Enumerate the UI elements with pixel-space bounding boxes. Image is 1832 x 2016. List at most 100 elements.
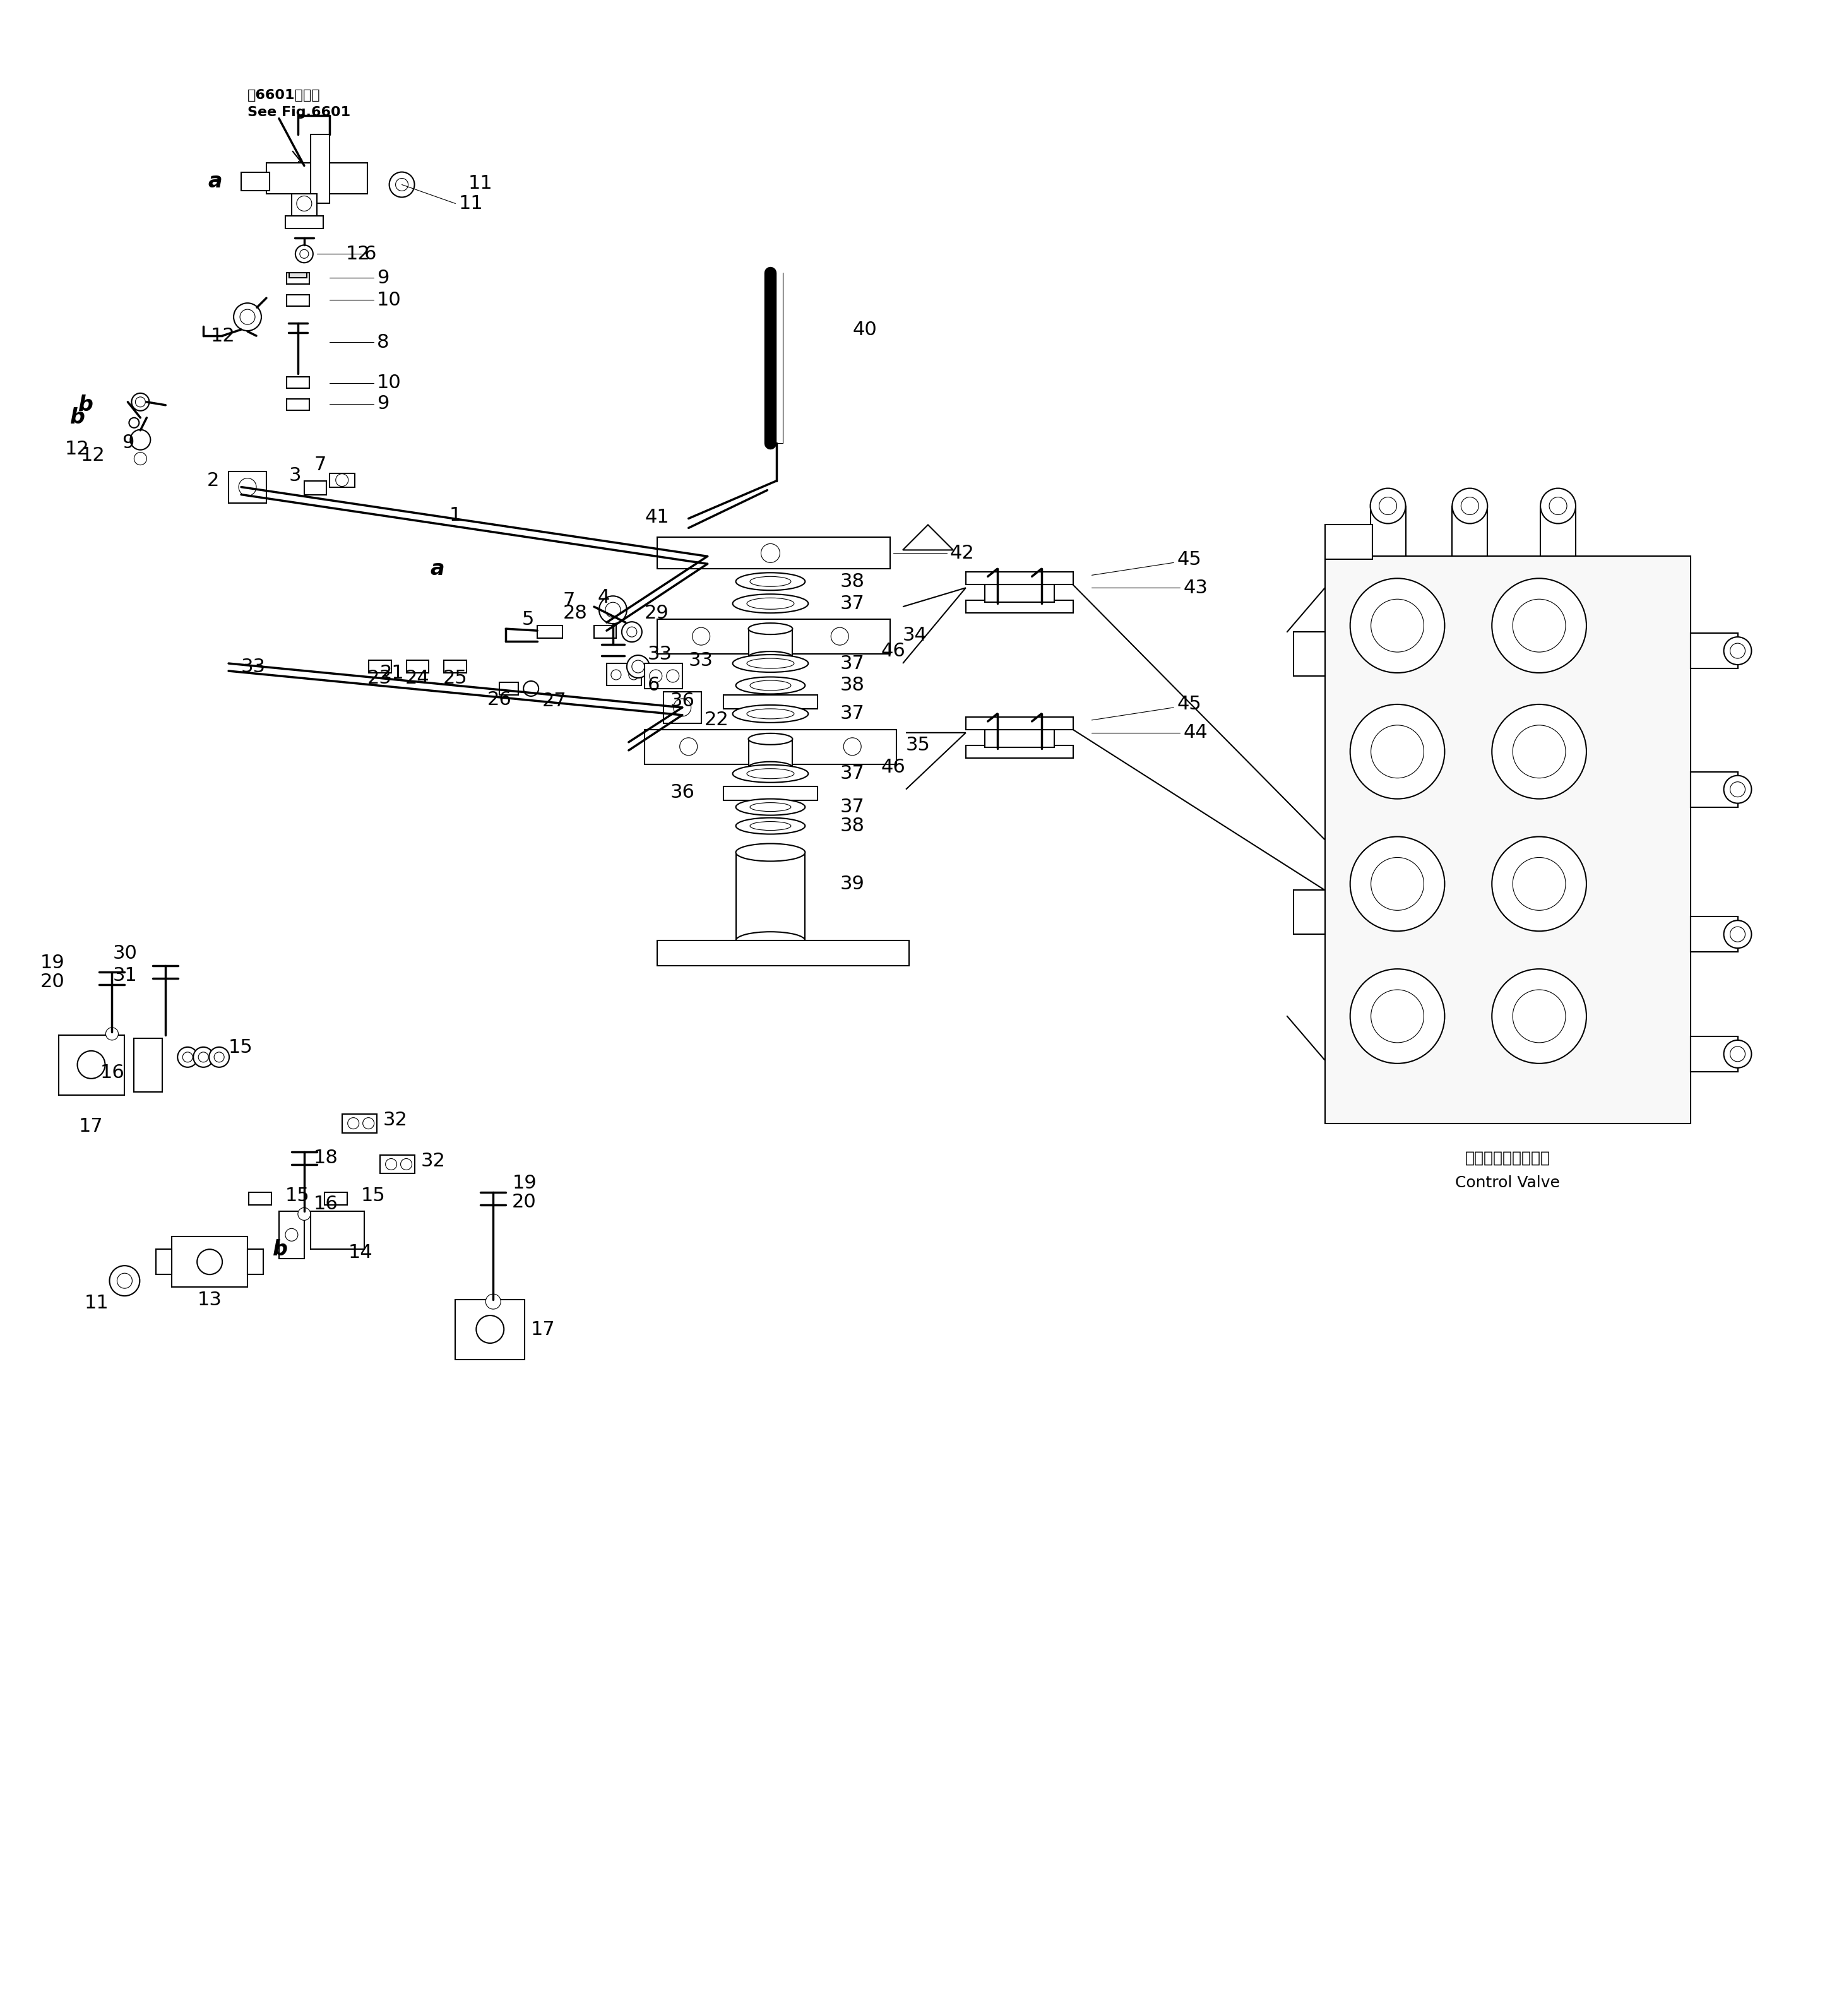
Circle shape (1370, 990, 1423, 1042)
Bar (304, 480, 326, 494)
Circle shape (335, 474, 348, 486)
Text: 15: 15 (286, 1187, 310, 1206)
Text: 11: 11 (467, 173, 493, 192)
Bar (156, 1250, 172, 1274)
Text: 32: 32 (421, 1151, 445, 1169)
Circle shape (178, 1046, 198, 1066)
Text: 43: 43 (1183, 579, 1207, 597)
Text: 22: 22 (703, 712, 729, 730)
Circle shape (627, 655, 650, 677)
Bar (1325, 524, 1372, 560)
Text: 38: 38 (839, 816, 865, 835)
Text: 37: 37 (839, 655, 865, 673)
Circle shape (621, 621, 641, 641)
Bar (645, 730, 896, 764)
Ellipse shape (736, 677, 804, 694)
Text: 17: 17 (79, 1117, 103, 1135)
Bar (1691, 1036, 1737, 1073)
Circle shape (1724, 776, 1751, 802)
Bar (965, 718, 1074, 730)
Text: 16: 16 (101, 1064, 125, 1083)
Ellipse shape (749, 577, 791, 587)
Circle shape (1370, 488, 1405, 524)
Circle shape (1724, 637, 1751, 665)
Circle shape (1370, 857, 1423, 911)
Ellipse shape (749, 623, 793, 635)
Circle shape (650, 669, 661, 681)
Text: 37: 37 (839, 798, 865, 816)
Circle shape (476, 1314, 504, 1343)
Circle shape (198, 1250, 222, 1274)
Circle shape (1513, 857, 1566, 911)
Circle shape (524, 681, 539, 696)
Text: 42: 42 (951, 544, 975, 562)
Bar (749, 629, 793, 657)
Circle shape (1729, 643, 1746, 659)
Circle shape (128, 417, 139, 427)
Text: 33: 33 (647, 645, 672, 663)
Circle shape (1541, 488, 1576, 524)
Bar (1691, 633, 1737, 669)
Circle shape (1513, 726, 1566, 778)
Circle shape (599, 597, 627, 623)
Bar (289, 272, 306, 278)
Ellipse shape (736, 818, 804, 835)
Bar (606, 663, 641, 685)
Circle shape (136, 397, 145, 407)
Text: 9: 9 (377, 395, 388, 413)
Text: 18: 18 (313, 1149, 339, 1167)
Ellipse shape (747, 599, 793, 609)
Circle shape (388, 171, 414, 198)
Text: 30: 30 (114, 943, 137, 962)
Text: 44: 44 (1183, 724, 1207, 742)
Text: b: b (273, 1240, 288, 1260)
Text: 11: 11 (458, 194, 484, 212)
Ellipse shape (747, 710, 793, 720)
Ellipse shape (749, 802, 791, 812)
Text: 15: 15 (229, 1038, 253, 1056)
Text: 10: 10 (377, 290, 401, 308)
Text: 3: 3 (289, 466, 300, 484)
Text: コントロールバルフ: コントロールバルフ (1466, 1151, 1550, 1165)
Circle shape (612, 669, 621, 679)
Text: 33: 33 (689, 651, 713, 669)
Bar (537, 625, 562, 639)
Circle shape (832, 627, 848, 645)
Text: b: b (79, 395, 93, 415)
Bar (407, 661, 429, 673)
Ellipse shape (749, 762, 793, 772)
Ellipse shape (736, 843, 804, 861)
Text: 19: 19 (513, 1173, 537, 1191)
Circle shape (134, 452, 147, 466)
Text: 12: 12 (346, 244, 370, 262)
Circle shape (214, 1052, 224, 1062)
Text: 20: 20 (513, 1193, 537, 1212)
Text: 40: 40 (852, 321, 878, 339)
Text: 8: 8 (377, 333, 388, 351)
Ellipse shape (733, 655, 808, 671)
Text: 19: 19 (40, 954, 64, 972)
Text: 26: 26 (487, 691, 511, 710)
Text: 9: 9 (121, 433, 134, 452)
Text: 25: 25 (443, 669, 467, 687)
Circle shape (1513, 990, 1566, 1042)
Text: 24: 24 (405, 669, 431, 687)
Bar (724, 786, 817, 800)
Circle shape (117, 1274, 132, 1288)
Ellipse shape (733, 764, 808, 782)
Text: 33: 33 (242, 657, 266, 675)
Circle shape (1729, 1046, 1746, 1062)
Bar (663, 691, 702, 724)
Circle shape (240, 308, 255, 325)
Bar (343, 1113, 377, 1133)
Circle shape (1350, 837, 1445, 931)
Circle shape (106, 1028, 119, 1040)
Text: 38: 38 (839, 675, 865, 696)
Bar (965, 601, 1074, 613)
Circle shape (1453, 488, 1488, 524)
Circle shape (198, 1052, 209, 1062)
Bar (330, 474, 355, 488)
Circle shape (234, 302, 262, 331)
Circle shape (1724, 1040, 1751, 1068)
Bar (229, 472, 266, 502)
